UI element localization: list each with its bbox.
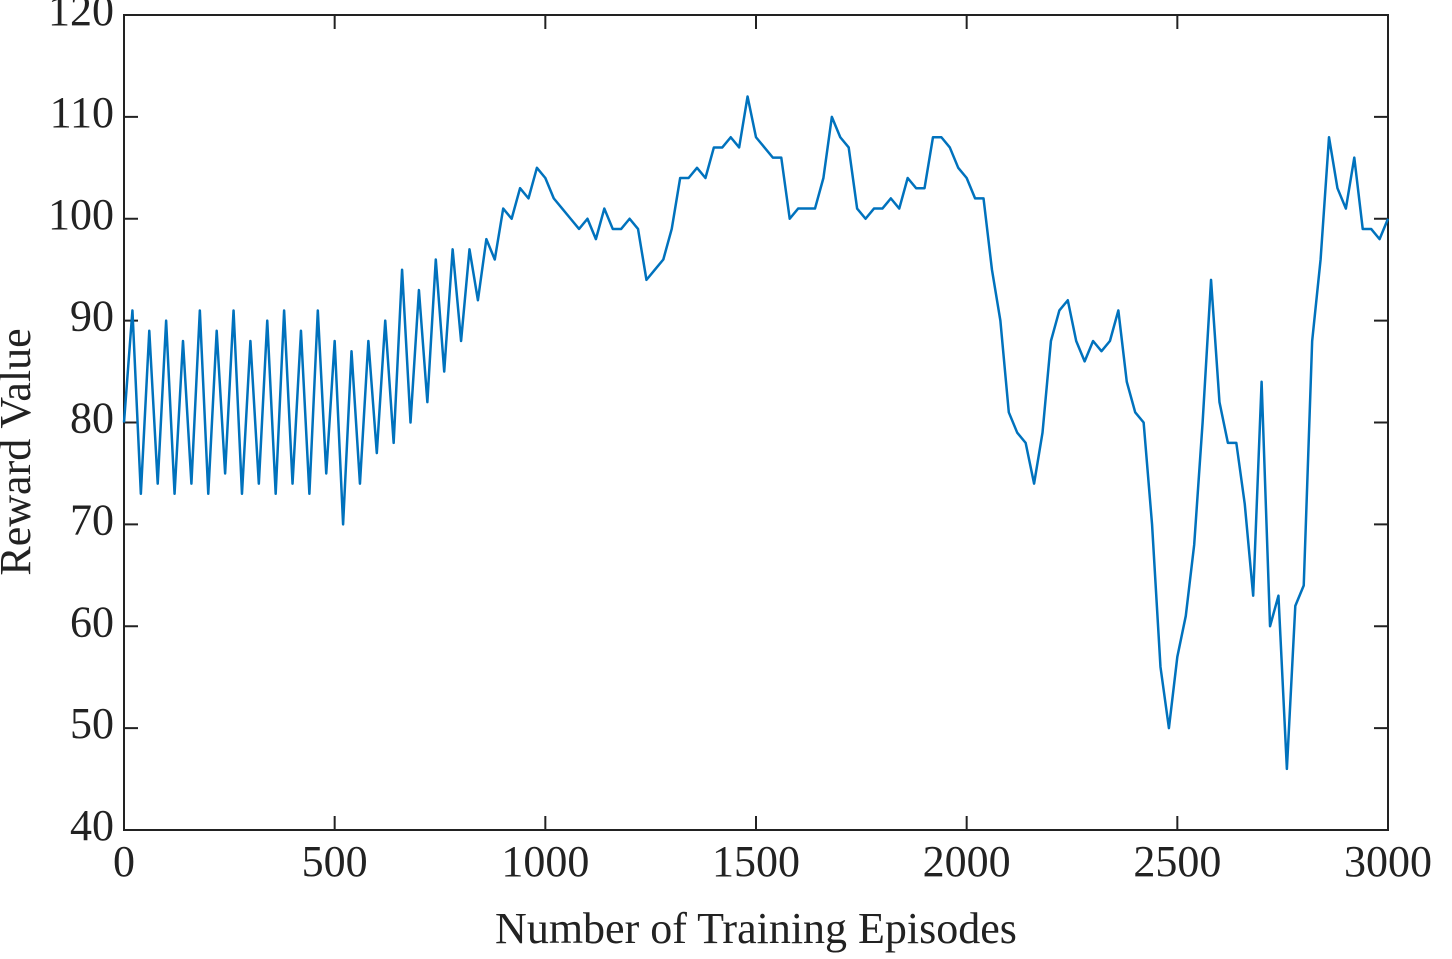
y-tick-label: 60 bbox=[70, 597, 114, 646]
y-tick-label: 120 bbox=[48, 0, 114, 35]
y-tick-label: 110 bbox=[50, 88, 114, 137]
x-tick-label: 2500 bbox=[1133, 837, 1221, 886]
y-axis-label: Reward Value bbox=[0, 328, 40, 575]
x-axis-label: Number of Training Episodes bbox=[495, 904, 1017, 953]
y-tick-label: 70 bbox=[70, 495, 114, 544]
y-tick-label: 80 bbox=[70, 394, 114, 443]
x-tick-label: 1500 bbox=[712, 837, 800, 886]
y-tick-label: 100 bbox=[48, 190, 114, 239]
x-tick-label: 3000 bbox=[1344, 837, 1432, 886]
y-tick-label: 50 bbox=[70, 699, 114, 748]
x-tick-label: 500 bbox=[302, 837, 368, 886]
x-tick-label: 0 bbox=[113, 837, 135, 886]
x-tick-label: 2000 bbox=[923, 837, 1011, 886]
x-tick-label: 1000 bbox=[501, 837, 589, 886]
y-tick-label: 40 bbox=[70, 801, 114, 850]
y-tick-label: 90 bbox=[70, 292, 114, 341]
data-line bbox=[122, 95, 1390, 771]
